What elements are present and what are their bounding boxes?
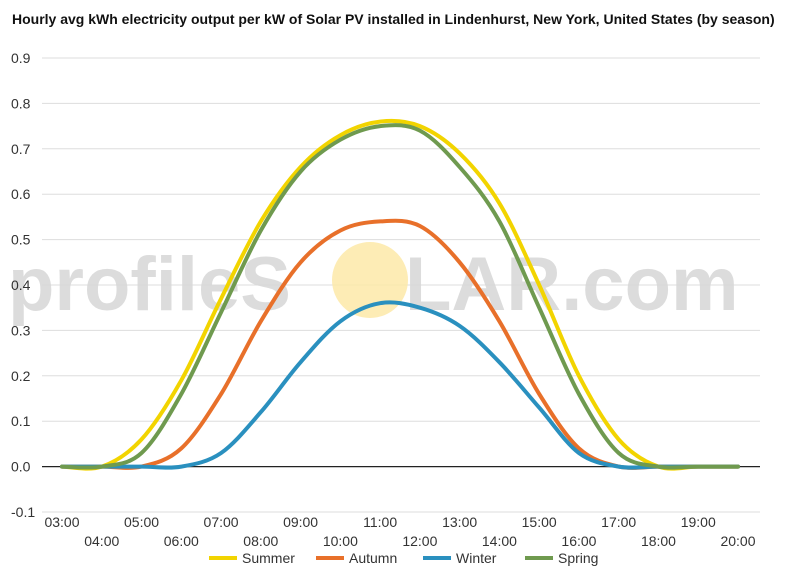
- legend: Summer Autumn Winter Spring: [209, 550, 598, 566]
- x-tick-label: 12:00: [402, 533, 437, 549]
- x-tick-label: 18:00: [641, 533, 676, 549]
- axis-layer: -0.1 0.0 0.1 0.2 0.3 0.4 0.5 0.6 0.7 0.8 0.9 03:00 0…: [11, 50, 756, 549]
- x-tick-label: 17:00: [601, 514, 636, 530]
- legend-label-winter: Winter: [456, 550, 497, 566]
- y-tick-label: 0.3: [11, 322, 31, 338]
- x-tick-label: 14:00: [482, 533, 517, 549]
- x-tick-label: 05:00: [124, 514, 159, 530]
- y-tick-label: 0.8: [11, 95, 31, 111]
- series-line-spring: [60, 123, 740, 470]
- x-tick-label: 19:00: [681, 514, 716, 530]
- legend-label-summer: Summer: [242, 550, 295, 566]
- y-tick-label: 0.0: [11, 459, 31, 475]
- x-tick-label: 09:00: [283, 514, 318, 530]
- x-tick-label: 07:00: [204, 514, 239, 530]
- legend-label-autumn: Autumn: [349, 550, 397, 566]
- x-tick-label: 08:00: [243, 533, 278, 549]
- x-tick-label: 06:00: [164, 533, 199, 549]
- x-tick-label: 13:00: [442, 514, 477, 530]
- x-tick-label: 10:00: [323, 533, 358, 549]
- x-tick-label: 11:00: [363, 514, 397, 530]
- y-tick-label: 0.9: [11, 50, 31, 66]
- y-tick-label: 0.7: [11, 141, 31, 157]
- series-layer: [60, 118, 740, 471]
- watermark-text-right: LAR.com: [405, 242, 739, 327]
- x-tick-label: 04:00: [84, 533, 119, 549]
- legend-label-spring: Spring: [558, 550, 598, 566]
- watermark-logo: profileS LAR.com: [8, 242, 739, 327]
- y-tick-label: 0.5: [11, 232, 31, 248]
- x-tick-label: 03:00: [44, 514, 79, 530]
- x-tick-label: 16:00: [561, 533, 596, 549]
- y-tick-label: 0.1: [11, 413, 31, 429]
- x-tick-label: 15:00: [522, 514, 557, 530]
- y-tick-label: 0.2: [11, 368, 31, 384]
- series-line-summer: [60, 118, 740, 471]
- watermark-sun-icon: [332, 242, 408, 318]
- series-line-winter: [60, 300, 740, 470]
- y-tick-label: 0.4: [11, 277, 31, 293]
- x-tick-label: 20:00: [720, 533, 755, 549]
- y-tick-label: 0.6: [11, 186, 31, 202]
- chart-title: Hourly avg kWh electricity output per kW…: [12, 11, 775, 27]
- y-tick-label: -0.1: [11, 504, 35, 520]
- grid-layer: [42, 57, 760, 513]
